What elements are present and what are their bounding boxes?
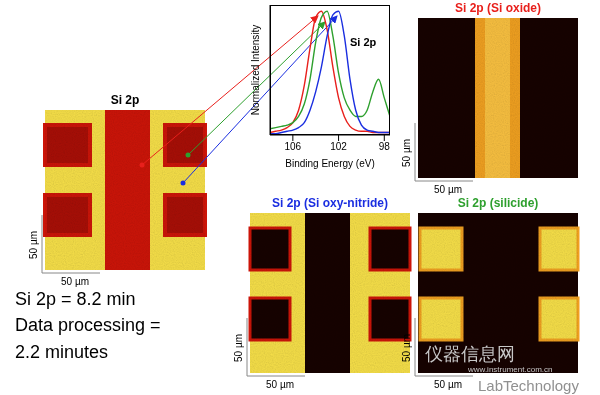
svg-text:Si 2p (silicide): Si 2p (silicide) — [458, 196, 539, 210]
svg-text:Si 2p: Si 2p — [111, 93, 140, 107]
svg-text:Data processing =: Data processing = — [15, 315, 161, 335]
svg-text:Si 2p = 8.2 min: Si 2p = 8.2 min — [15, 289, 136, 309]
svg-text:Binding Energy (eV): Binding Energy (eV) — [285, 158, 375, 169]
svg-text:50 µm: 50 µm — [266, 379, 294, 390]
svg-text:50 µm: 50 µm — [434, 379, 462, 390]
svg-text:Si 2p (Si oxide): Si 2p (Si oxide) — [455, 1, 541, 15]
svg-text:50 µm: 50 µm — [61, 276, 89, 287]
svg-text:50 µm: 50 µm — [233, 334, 244, 362]
svg-text:106: 106 — [285, 141, 302, 152]
svg-text:仪器信息网: 仪器信息网 — [425, 344, 515, 364]
svg-text:Si 2p (Si oxy-nitride): Si 2p (Si oxy-nitride) — [272, 196, 388, 210]
svg-text:50 µm: 50 µm — [434, 184, 462, 195]
svg-text:102: 102 — [330, 141, 347, 152]
svg-text:Normalized Intensity: Normalized Intensity — [250, 25, 261, 116]
svg-text:50 µm: 50 µm — [401, 334, 412, 362]
svg-text:LabTechnology: LabTechnology — [478, 377, 579, 394]
html-text:Si 2p: Si 2p — [350, 36, 377, 48]
svg-text:www.instrument.com.cn: www.instrument.com.cn — [467, 365, 552, 374]
svg-text:98: 98 — [379, 141, 391, 152]
svg-text:50 µm: 50 µm — [401, 139, 412, 167]
svg-text:2.2 minutes: 2.2 minutes — [15, 342, 108, 362]
svg-text:50 µm: 50 µm — [28, 231, 39, 259]
